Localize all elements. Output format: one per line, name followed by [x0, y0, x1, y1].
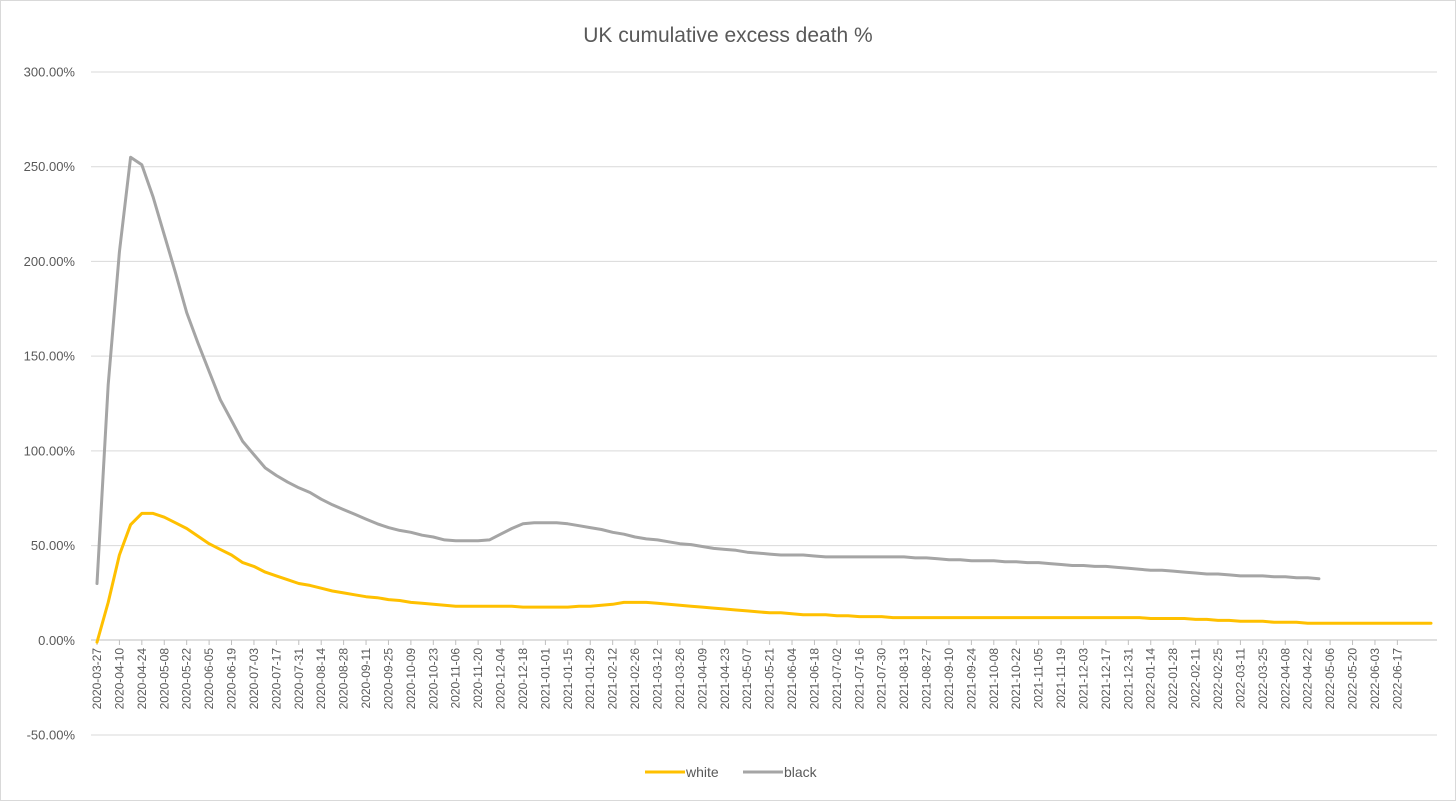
- x-tick-label: 2021-02-26: [628, 648, 642, 710]
- x-tick-label: 2022-05-06: [1323, 648, 1337, 710]
- x-tick-label: 2022-03-25: [1256, 648, 1270, 710]
- x-tick-label: 2021-10-08: [987, 648, 1001, 710]
- x-tick-label: 2021-01-15: [561, 648, 575, 710]
- x-tick-label: 2020-09-11: [359, 648, 373, 709]
- x-tick-label: 2021-07-30: [875, 648, 889, 710]
- x-tick-label: 2022-01-14: [1144, 648, 1158, 710]
- legend: white black: [645, 764, 818, 780]
- x-axis: 2020-03-27 2020-04-10 2020-04-24 2020-05-08…: [90, 639, 1437, 710]
- x-tick-label: 2022-02-25: [1211, 648, 1225, 710]
- x-tick-label: 2021-08-13: [897, 648, 911, 710]
- x-tick-label: 2020-05-08: [157, 648, 171, 710]
- series-line-white: [95, 511, 1433, 644]
- x-tick-label: 2020-10-23: [426, 648, 440, 710]
- x-tick-label: 2020-12-04: [494, 648, 508, 710]
- x-tick-label: 2020-08-28: [337, 648, 351, 710]
- x-tick-label: 2021-10-22: [1009, 648, 1023, 710]
- x-tick-label: 2021-02-12: [606, 648, 620, 710]
- x-tick-label: 2022-04-08: [1278, 648, 1292, 710]
- x-tick-label: 2020-12-18: [516, 648, 530, 710]
- x-tick-label: 2020-11-20: [471, 648, 485, 709]
- legend-label-white: white: [685, 764, 719, 780]
- x-tick-label: 2020-06-05: [202, 648, 216, 710]
- x-tick-label: 2021-07-16: [852, 648, 866, 710]
- x-tick-label: 2021-06-04: [785, 648, 799, 710]
- x-tick-label: 2021-04-23: [718, 648, 732, 710]
- x-tick-label: 2021-05-21: [763, 648, 777, 710]
- y-tick-label: 100.00%: [24, 443, 76, 458]
- x-tick-label: 2020-03-27: [90, 648, 104, 710]
- x-tick-label: 2021-05-07: [740, 648, 754, 710]
- y-tick-label: 200.00%: [24, 254, 76, 269]
- y-tick-label: 0.00%: [38, 633, 75, 648]
- x-tick-label: 2020-11-06: [449, 648, 463, 709]
- x-tick-label: 2020-08-14: [314, 648, 328, 710]
- x-tick-label: 2021-04-09: [695, 648, 709, 710]
- x-tick-label: 2021-09-24: [964, 648, 978, 710]
- series-lines: [95, 155, 1433, 644]
- x-tick-label: 2022-06-17: [1390, 648, 1404, 710]
- x-tick-label: 2022-02-11: [1189, 648, 1203, 709]
- x-tick-label: 2020-07-17: [269, 648, 283, 710]
- y-tick-label: -50.00%: [27, 728, 76, 743]
- chart-title: UK cumulative excess death %: [583, 24, 872, 47]
- x-tick-label: 2022-03-11: [1233, 648, 1247, 709]
- x-tick-label: 2020-05-22: [180, 648, 194, 710]
- y-axis-tick-labels: 300.00% 250.00% 200.00% 150.00% 100.00% 50.00…: [24, 65, 76, 743]
- x-tick-label: 2022-05-20: [1346, 648, 1360, 710]
- x-tick-label: 2020-06-19: [225, 648, 239, 710]
- series-line-black: [95, 155, 1321, 585]
- gridlines: [91, 71, 1437, 736]
- x-tick-label: 2021-11-19: [1054, 648, 1068, 709]
- x-tick-label: 2022-01-28: [1166, 648, 1180, 710]
- x-tick-label: 2021-12-31: [1121, 648, 1135, 710]
- x-tick-label: 2021-08-27: [920, 648, 934, 710]
- x-tick-label: 2021-03-26: [673, 648, 687, 710]
- x-tick-label: 2021-07-02: [830, 648, 844, 710]
- x-tick-label: 2021-06-18: [807, 648, 821, 710]
- legend-label-black: black: [784, 764, 818, 780]
- x-tick-label: 2020-07-03: [247, 648, 261, 710]
- y-tick-label: 50.00%: [31, 538, 76, 553]
- x-tick-label: 2021-12-03: [1076, 648, 1090, 710]
- x-tick-label: 2021-01-29: [583, 648, 597, 710]
- x-tick-label: 2021-01-01: [538, 648, 552, 710]
- x-tick-label: 2020-04-24: [135, 648, 149, 710]
- x-tick-label: 2020-07-31: [292, 648, 306, 710]
- x-tick-label: 2020-09-25: [381, 648, 395, 710]
- x-tick-label: 2020-04-10: [112, 648, 126, 710]
- x-tick-label: 2021-09-10: [942, 648, 956, 710]
- x-tick-label: 2022-04-22: [1301, 648, 1315, 710]
- x-tick-label: 2021-03-12: [651, 648, 665, 710]
- x-tick-label: 2021-11-05: [1032, 648, 1046, 709]
- x-tick-label: 2020-10-09: [404, 648, 418, 710]
- y-tick-label: 250.00%: [24, 159, 76, 174]
- y-tick-label: 300.00%: [24, 65, 76, 80]
- x-tick-label: 2021-12-17: [1099, 648, 1113, 710]
- y-tick-label: 150.00%: [24, 349, 76, 364]
- x-tick-label: 2022-06-03: [1368, 648, 1382, 710]
